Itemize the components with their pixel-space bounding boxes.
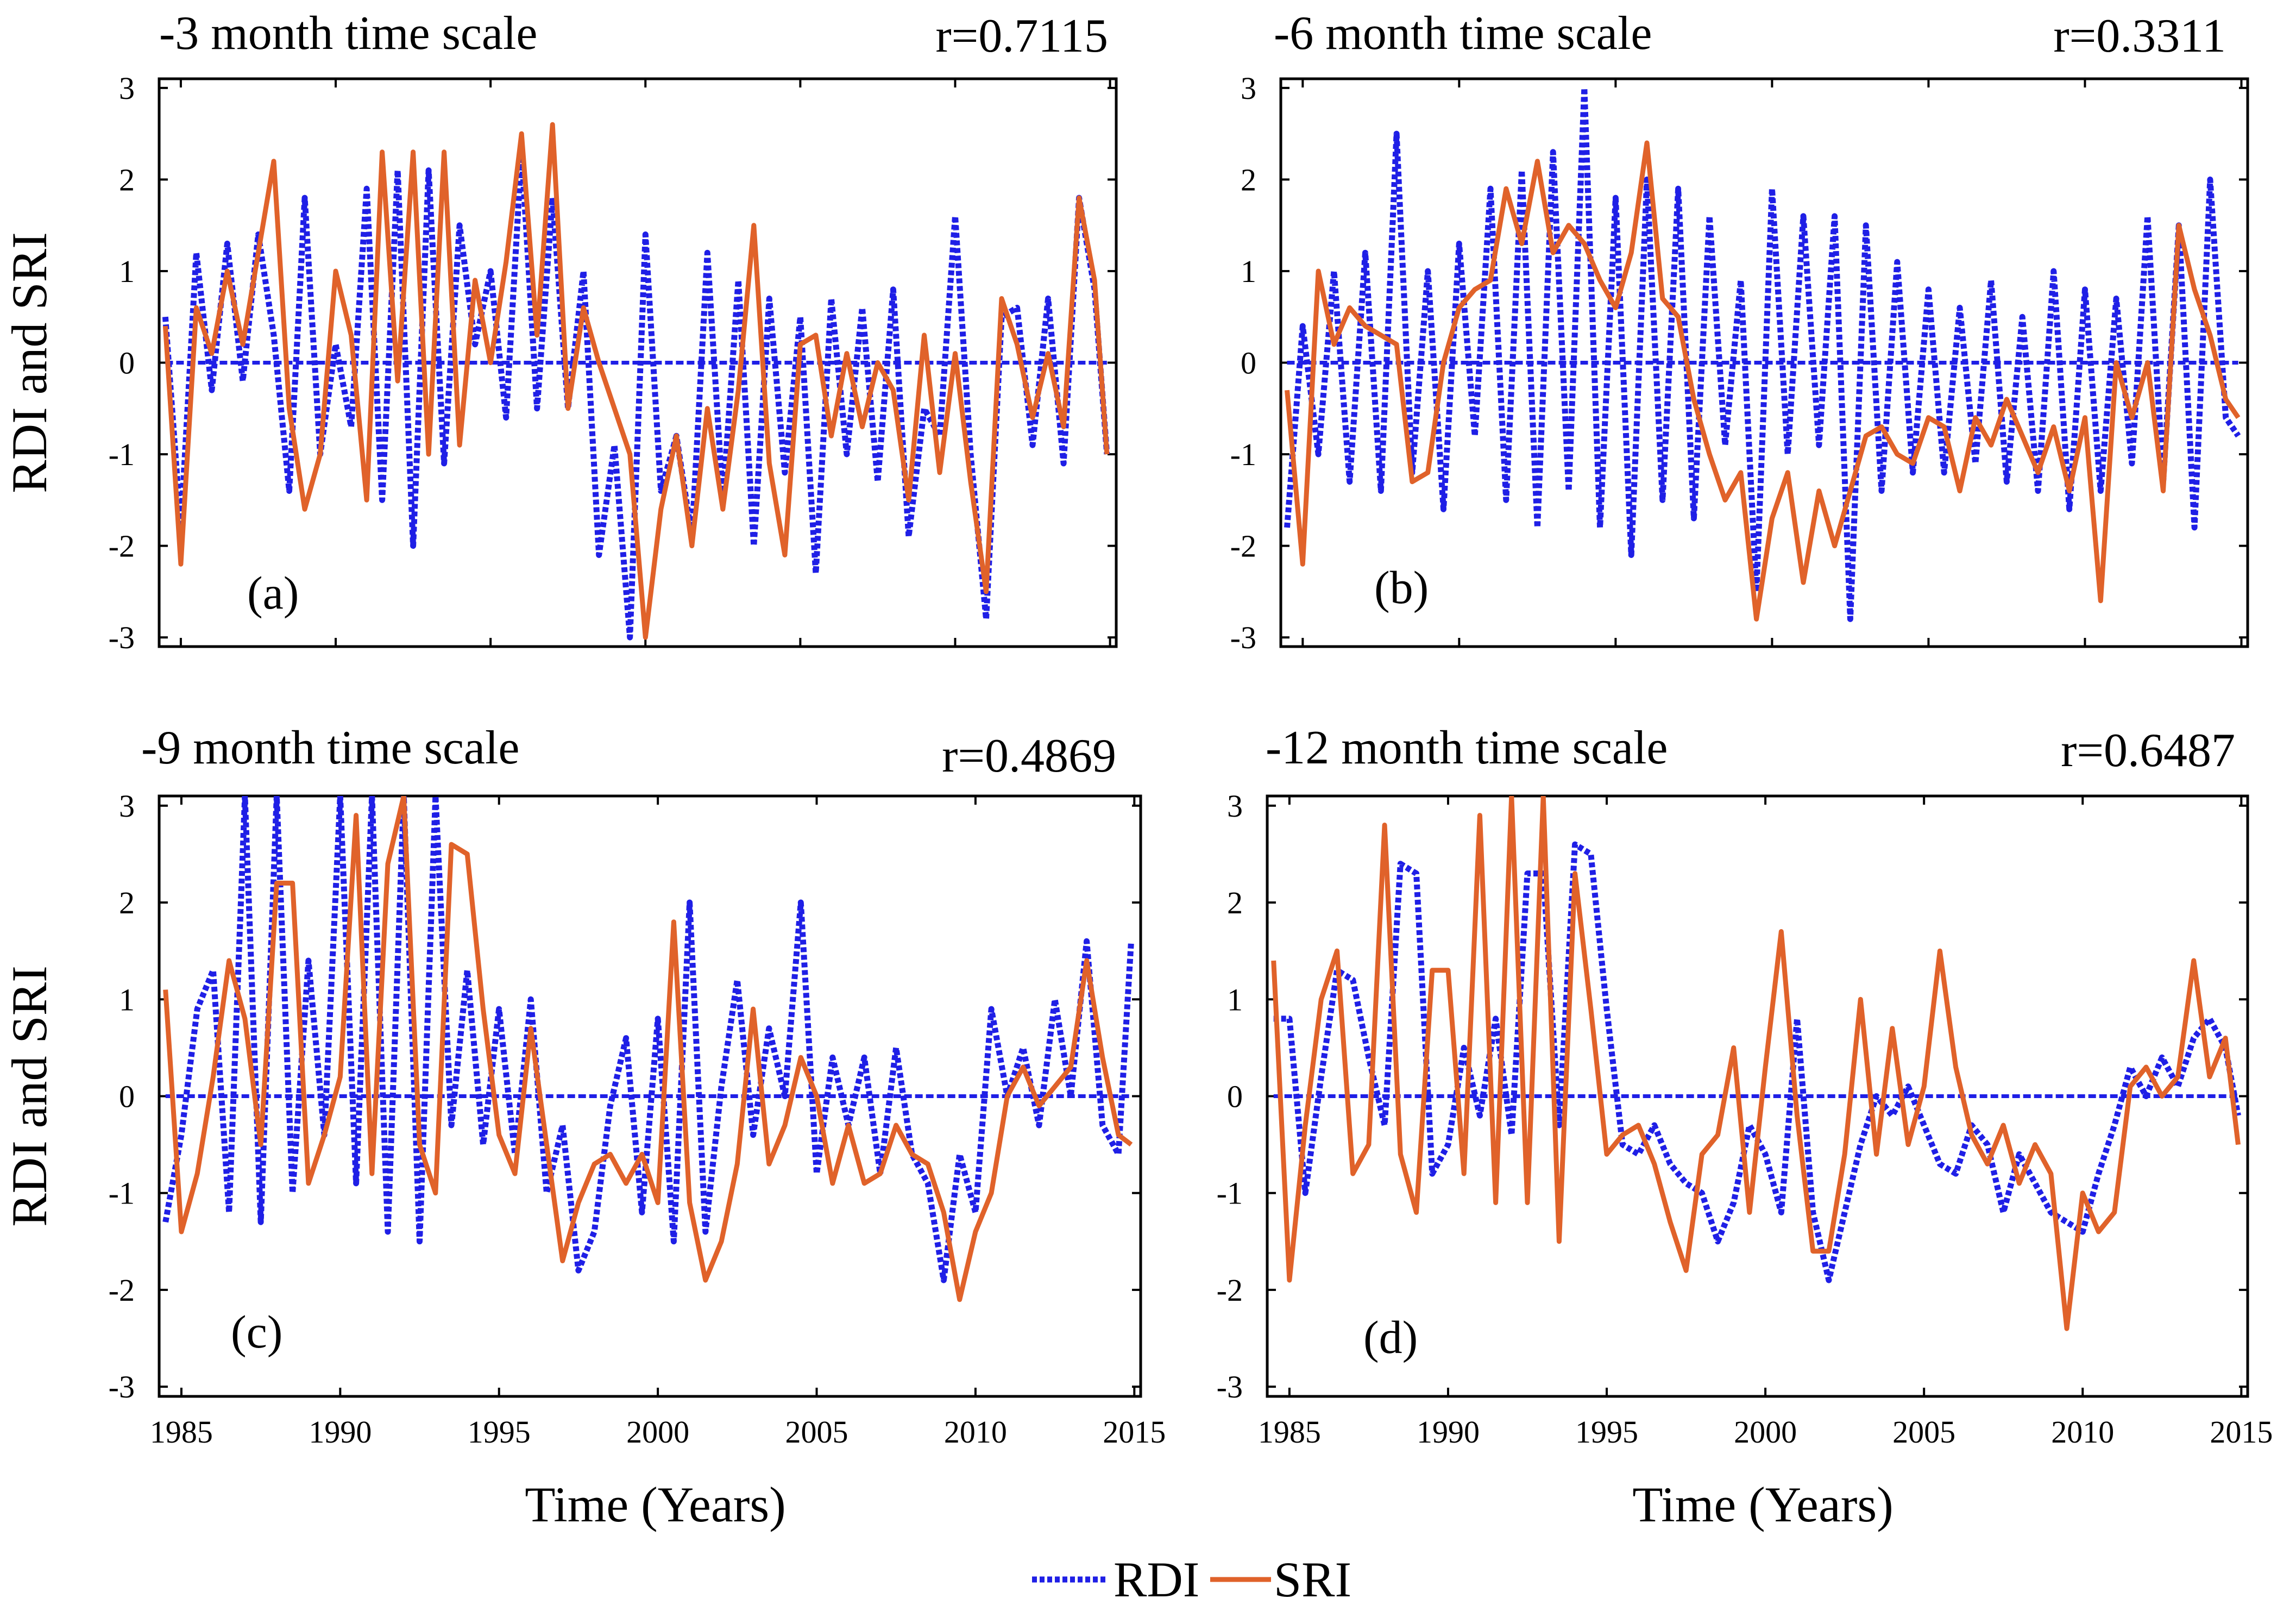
chart-title: -9 month time scale (141, 722, 519, 774)
x-tick-label: 2000 (1734, 1414, 1797, 1450)
chart-title: -6 month time scale (1274, 7, 1652, 60)
y-tick-label: -3 (109, 1369, 135, 1405)
x-tick-label: 1990 (1417, 1414, 1480, 1450)
y-tick-label: 3 (119, 71, 135, 106)
x-tick-label: 2015 (2210, 1414, 2273, 1450)
series-group (162, 796, 1134, 1302)
series-line-sri (1271, 796, 2241, 1331)
y-tick-label: -2 (109, 1272, 135, 1308)
series-group (1271, 796, 2241, 1331)
y-tick-label: 1 (1241, 254, 1256, 289)
y-tick-label: 1 (119, 254, 135, 289)
y-tick-label: -3 (1230, 620, 1256, 655)
y-tick-label: 0 (119, 1079, 135, 1114)
series-line-sri (162, 122, 1110, 640)
panel-label: (d) (1363, 1311, 1418, 1363)
chart-title: -3 month time scale (159, 7, 537, 60)
x-tick-label: 1985 (150, 1414, 213, 1450)
legend-label-rdi: RDI (1114, 1552, 1199, 1607)
legend-entry-rdi: RDI (1032, 1552, 1199, 1607)
x-tick-label: 2005 (1892, 1414, 1955, 1450)
y-tick-label: -2 (109, 529, 135, 564)
chart-panel-b: -3 -2 -1 0 1 2 3 -6 month time scale r=0.3311 (b) (1230, 7, 2249, 655)
x-tick-label: 2005 (785, 1414, 848, 1450)
series-group (162, 122, 1110, 641)
correlation-annotation: r=0.3311 (2053, 10, 2226, 62)
y-tick-label: 2 (1227, 885, 1243, 920)
y-tick-label: 0 (1241, 346, 1256, 381)
y-tick-label: 2 (119, 885, 135, 920)
y-tick-label: 3 (1241, 71, 1256, 106)
x-tick-label: 2010 (944, 1414, 1007, 1450)
y-tick-label: 3 (1227, 788, 1243, 824)
x-tick-label: 1995 (468, 1414, 531, 1450)
legend: RDI SRI (1032, 1552, 1351, 1607)
y-tick-label: 1 (119, 982, 135, 1017)
chart-title: -12 month time scale (1266, 722, 1668, 774)
chart-panel-c: -3 -2 -1 0 1 2 3 1985 1990 1995 2000 2005 2010 2015 -9… (2, 722, 1166, 1532)
legend-entry-sri: SRI (1210, 1552, 1351, 1607)
panel-label: (a) (247, 567, 299, 619)
y-tick-label: 0 (119, 346, 135, 381)
y-tick-label: -1 (109, 1176, 135, 1211)
series-line-rdi (162, 796, 1134, 1283)
y-tick-label: -3 (109, 620, 135, 655)
x-axis-label: Time (Years) (525, 1477, 786, 1532)
y-tick-label: -1 (1217, 1176, 1243, 1211)
y-tick-label: 0 (1227, 1079, 1243, 1114)
y-tick-label: -3 (1217, 1369, 1243, 1405)
y-tick-label: 2 (1241, 162, 1256, 197)
y-tick-label: 2 (119, 162, 135, 197)
x-tick-label: 1985 (1258, 1414, 1321, 1450)
x-tick-label: 1995 (1575, 1414, 1638, 1450)
correlation-annotation: r=0.6487 (2061, 724, 2235, 777)
legend-label-sri: SRI (1274, 1552, 1351, 1607)
x-tick-label: 2010 (2051, 1414, 2114, 1450)
y-axis-label: RDI and SRI (2, 232, 57, 493)
y-tick-label: -1 (1230, 437, 1256, 472)
series-line-sri (163, 796, 1133, 1302)
x-tick-label: 2015 (1103, 1414, 1166, 1450)
x-tick-label: 1990 (309, 1414, 372, 1450)
correlation-annotation: r=0.4869 (942, 730, 1116, 782)
chart-panel-d: -3 -2 -1 0 1 2 3 1985 1990 1995 2000 2005 2010 2015 -1… (1217, 722, 2273, 1532)
y-tick-label: -2 (1230, 529, 1256, 564)
y-tick-label: 1 (1227, 982, 1243, 1017)
x-axis-label: Time (Years) (1632, 1477, 1894, 1532)
y-tick-label: 3 (119, 788, 135, 824)
series-line-rdi (1284, 85, 2241, 622)
series-line-sri (1285, 140, 2241, 622)
series-group (1284, 85, 2241, 622)
y-axis-label: RDI and SRI (2, 966, 57, 1226)
chart-panel-a: -3 -2 -1 0 1 2 3 -3 month time scale r=0.7115 (a)… (2, 7, 1118, 655)
y-tick-label: -1 (109, 437, 135, 472)
panels-group: -3 -2 -1 0 1 2 3 -3 month time scale r=0.7115 (a)… (2, 7, 2273, 1532)
x-tick-label: 2000 (626, 1414, 689, 1450)
correlation-annotation: r=0.7115 (935, 10, 1108, 62)
panel-label: (c) (231, 1306, 282, 1358)
panel-label: (b) (1374, 561, 1429, 613)
y-tick-label: -2 (1217, 1272, 1243, 1308)
